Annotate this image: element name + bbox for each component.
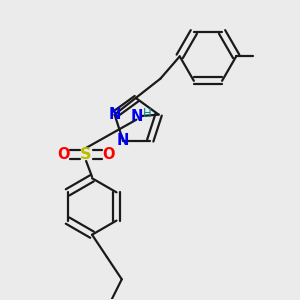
Text: H: H — [142, 106, 151, 120]
Text: N: N — [108, 107, 121, 122]
Text: N: N — [130, 109, 142, 124]
Text: O: O — [58, 147, 70, 162]
Text: S: S — [80, 147, 92, 162]
Text: O: O — [102, 147, 115, 162]
Text: N: N — [117, 133, 129, 148]
